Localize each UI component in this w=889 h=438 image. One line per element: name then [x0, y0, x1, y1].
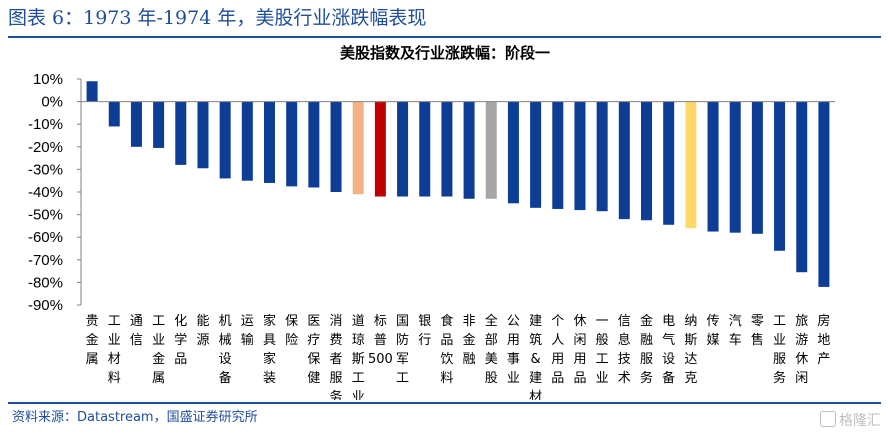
- bar: [352, 101, 364, 195]
- x-tick-label: 汽车: [729, 314, 742, 348]
- y-tick-label: -70%: [28, 252, 63, 269]
- bar: [707, 101, 719, 232]
- y-tick-label: -60%: [28, 229, 63, 246]
- x-tick-label: 工业材料: [108, 314, 121, 386]
- x-tick-label: 标普 500: [368, 314, 393, 367]
- x-tick-label: 医疗保健: [307, 314, 320, 386]
- x-tick-label: 银行: [418, 314, 431, 348]
- watermark: 格隆汇: [820, 410, 881, 430]
- bar: [618, 101, 630, 220]
- bar: [796, 101, 808, 273]
- bars: [86, 81, 830, 287]
- bar: [729, 101, 741, 233]
- x-tick-label: 能源: [196, 314, 209, 348]
- x-tick-label: 机械设备: [219, 314, 232, 386]
- bar: [463, 101, 475, 199]
- y-tick-label: -40%: [28, 184, 63, 201]
- y-axis: 10% 0% -10% -20% -30% -40% -50% -60% -70% -80% -90…: [28, 71, 82, 314]
- y-tick-label: -80%: [28, 274, 63, 291]
- y-tick-label: -20%: [28, 139, 63, 156]
- x-tick-label: 纳斯达克: [684, 314, 697, 386]
- bar: [685, 101, 697, 229]
- x-tick-label: 休闲用品: [573, 314, 586, 386]
- bar: [330, 101, 342, 192]
- x-tick-label: 一般工业: [596, 314, 609, 386]
- bar: [530, 101, 542, 208]
- x-tick-label: 零售: [751, 314, 764, 348]
- x-tick-label: 贵金属: [86, 314, 99, 367]
- x-tick-label: 全部美股: [485, 313, 498, 386]
- bar: [108, 101, 120, 127]
- bar: [241, 101, 253, 181]
- x-tick-label: 传媒: [707, 314, 720, 348]
- y-tick-label: -90%: [28, 297, 63, 314]
- bar: [219, 101, 231, 179]
- x-tick-label: 食品饮料: [440, 313, 453, 386]
- source-note: 资料来源：Datastream，国盛证券研究所: [12, 410, 258, 425]
- bar: [308, 101, 320, 188]
- bar: [175, 101, 187, 165]
- bar: [86, 81, 98, 102]
- bar: [197, 101, 209, 169]
- bar: [552, 101, 564, 209]
- figure-title: 图表 6：1973 年-1974 年，美股行业涨跌幅表现: [8, 7, 427, 29]
- y-tick-label: -30%: [28, 161, 63, 178]
- bar: [751, 101, 763, 234]
- x-tick-label: 道琼斯工业: [352, 314, 365, 400]
- x-tick-label: 国防军工: [396, 314, 409, 386]
- chart-title: 美股指数及行业涨跌幅：阶段一: [340, 44, 550, 62]
- watermark-logo-icon: [820, 411, 836, 427]
- x-tick-label: 运输: [241, 314, 254, 348]
- x-tick-label: 金融服务: [640, 313, 653, 386]
- y-tick-label: 10%: [33, 71, 63, 88]
- bar: [818, 101, 830, 287]
- x-tick-label: 非金融: [463, 314, 476, 367]
- bar: [441, 101, 453, 197]
- bar: [286, 101, 298, 187]
- bar: [397, 101, 409, 197]
- bar-chart: 美股指数及行业涨跌幅：阶段一 10% 0% -10% -20% -30% -40% -50%…: [28, 44, 835, 400]
- y-tick-label: 0%: [41, 94, 63, 111]
- bar: [507, 101, 519, 204]
- title-divider: [8, 36, 881, 38]
- bar: [663, 101, 675, 225]
- watermark-text: 格隆汇: [839, 413, 881, 429]
- x-tick-label: 公用事业: [507, 314, 520, 386]
- x-tick-label: 工业服务: [773, 314, 786, 386]
- x-tick-label: 电气设备: [662, 314, 675, 386]
- bar: [774, 101, 786, 251]
- x-tick-label: 旅游休闲: [795, 314, 808, 386]
- x-tick-label: 个人用品: [551, 314, 564, 386]
- bar: [641, 101, 652, 221]
- bar: [574, 101, 586, 211]
- x-tick-label: 消费者服务: [330, 314, 343, 400]
- bar: [130, 101, 142, 147]
- bar: [419, 101, 431, 197]
- x-tick-label: 信息技术: [618, 314, 631, 386]
- bar: [596, 101, 608, 212]
- x-tick-labels: 贵金属工业材料通信工业金属化学品能源机械设备运输家具家装保险医疗保健消费者服务道…: [86, 313, 831, 400]
- x-tick-label: 家具家装: [263, 313, 276, 386]
- x-tick-label: 化学品: [174, 314, 187, 367]
- x-tick-label: 工业金属: [152, 314, 165, 386]
- x-tick-label: 房地产: [817, 313, 830, 367]
- bar: [264, 101, 275, 183]
- y-tick-label: -10%: [28, 116, 63, 133]
- x-tick-label: 保险: [285, 314, 298, 348]
- footer-divider: [8, 402, 881, 404]
- y-tick-label: -50%: [28, 207, 63, 224]
- x-tick-label: 通信: [130, 314, 143, 348]
- bar: [153, 101, 165, 148]
- bar: [374, 101, 386, 197]
- bar: [485, 101, 497, 199]
- x-tick-label: 建筑&建材: [529, 314, 542, 400]
